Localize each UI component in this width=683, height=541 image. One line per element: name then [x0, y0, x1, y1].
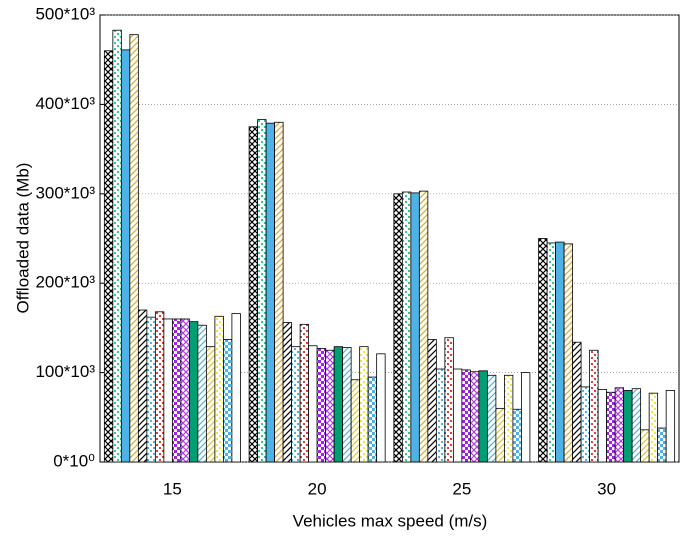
bar	[197, 324, 207, 463]
bar	[214, 315, 224, 463]
bar	[129, 34, 139, 463]
bar	[427, 339, 437, 463]
bar	[146, 316, 156, 463]
bar	[495, 407, 505, 463]
bar	[410, 192, 420, 463]
bar	[648, 392, 659, 463]
bar	[589, 349, 599, 463]
y-tick-label: 300*10³	[35, 183, 95, 202]
bar	[563, 243, 574, 463]
bar	[461, 369, 471, 463]
bar	[572, 341, 582, 463]
bar	[222, 339, 233, 463]
bar	[333, 346, 344, 463]
bar	[665, 390, 676, 463]
x-tick-label: 15	[163, 479, 182, 498]
bar	[546, 242, 557, 463]
bar	[657, 427, 667, 463]
y-tick-label: 500*10³	[35, 4, 95, 23]
bar	[248, 126, 258, 463]
bar	[359, 346, 369, 463]
bar	[401, 191, 412, 463]
y-tick-label: 0*10⁰	[53, 451, 95, 470]
y-axis-label: Offloaded data (Mb)	[13, 163, 32, 314]
bar	[316, 348, 327, 463]
bar	[512, 408, 522, 463]
bar	[580, 386, 591, 463]
bar	[103, 50, 114, 463]
bar	[180, 318, 190, 463]
y-tick-label: 100*10³	[35, 362, 95, 381]
bar	[163, 318, 173, 463]
bar	[299, 323, 310, 463]
bar	[418, 190, 429, 463]
bar	[538, 238, 548, 463]
bar	[291, 346, 301, 463]
bar	[367, 376, 378, 463]
bar	[112, 29, 122, 463]
bar	[205, 346, 216, 463]
bar	[640, 429, 650, 463]
bar	[282, 322, 293, 463]
bar	[325, 349, 335, 463]
x-tick-label: 20	[308, 479, 327, 498]
bar	[342, 347, 352, 463]
bar	[623, 390, 633, 463]
bar	[521, 372, 531, 463]
bar	[555, 241, 565, 463]
bar	[503, 374, 514, 463]
bar	[274, 121, 284, 463]
y-tick-label: 400*10³	[35, 94, 95, 113]
bar	[171, 318, 182, 463]
bar	[486, 374, 497, 463]
bar	[308, 345, 318, 463]
bar	[393, 193, 403, 463]
bar	[435, 368, 446, 463]
x-tick-label: 30	[597, 479, 616, 498]
bar	[469, 371, 480, 463]
bar	[631, 388, 642, 463]
bar	[452, 368, 463, 463]
bar	[154, 311, 165, 463]
bar	[265, 122, 276, 463]
bar	[444, 337, 454, 463]
y-tick-label: 200*10³	[35, 273, 95, 292]
bar	[478, 370, 488, 463]
bar	[606, 391, 616, 463]
bar	[188, 321, 199, 463]
x-axis-label: Vehicles max speed (m/s)	[293, 511, 488, 530]
bar	[120, 49, 131, 463]
bar	[597, 389, 608, 463]
bar	[257, 119, 267, 463]
bar	[350, 379, 361, 463]
bar	[614, 387, 625, 463]
bar	[137, 309, 148, 463]
x-tick-label: 25	[452, 479, 471, 498]
bar	[231, 313, 241, 463]
bar	[376, 353, 386, 463]
